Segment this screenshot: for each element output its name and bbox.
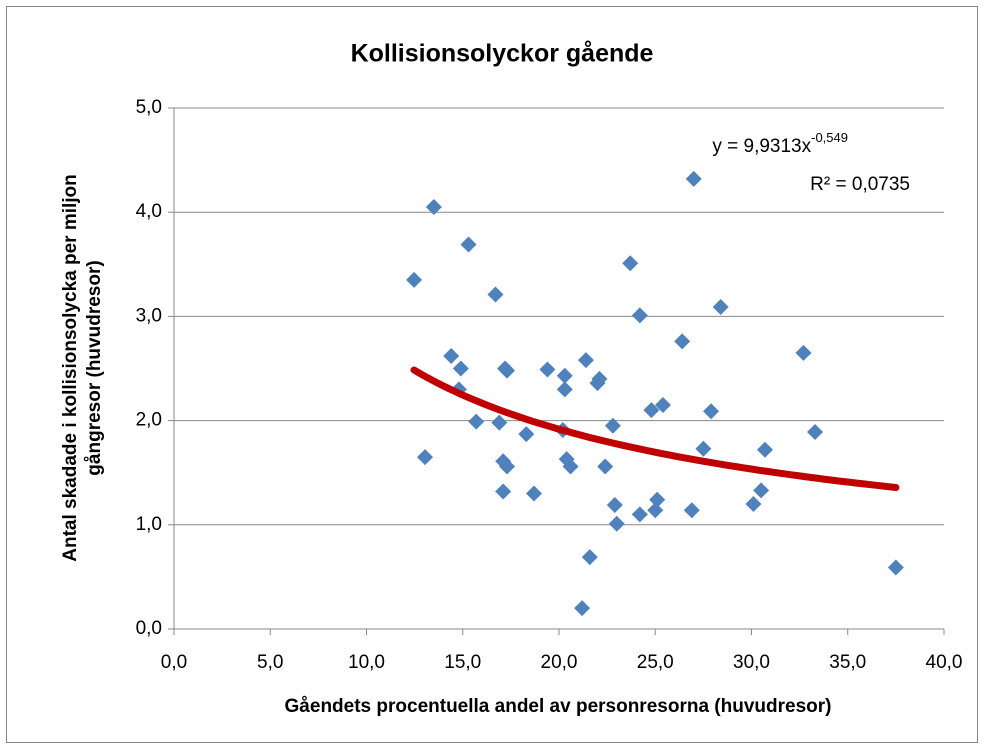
data-point (643, 402, 660, 419)
data-point (753, 482, 770, 499)
y-axis-title-line: gångresor (huvudresor) (84, 260, 105, 475)
data-point (556, 367, 573, 384)
data-point (674, 333, 691, 350)
x-tick-label: 5,0 (257, 652, 283, 673)
data-point (604, 417, 621, 434)
x-tick-label: 15,0 (444, 652, 481, 673)
data-point (443, 347, 460, 364)
equation-exponent: -0,549 (811, 130, 848, 145)
data-point (685, 170, 702, 187)
y-tick-label: 5,0 (136, 97, 162, 118)
data-point (887, 559, 904, 576)
data-point (468, 413, 485, 430)
x-tick-label: 0,0 (161, 652, 187, 673)
y-tick-label: 0,0 (136, 618, 162, 639)
data-point (756, 441, 773, 458)
data-point (577, 352, 594, 369)
data-point (606, 497, 623, 514)
data-point (518, 426, 535, 443)
data-point (608, 515, 625, 532)
data-point (460, 236, 477, 253)
chart-border (6, 6, 978, 743)
data-point (487, 286, 504, 303)
data-point (807, 424, 824, 441)
y-tick-label: 3,0 (136, 305, 162, 326)
data-point (417, 449, 434, 466)
data-point (525, 485, 542, 502)
data-point (695, 440, 712, 457)
y-tick-label: 2,0 (136, 410, 162, 431)
data-point (712, 299, 729, 316)
data-point (452, 360, 469, 377)
equation-text: y = 9,9313x (712, 136, 811, 157)
data-point (622, 255, 639, 272)
data-point (745, 495, 762, 512)
y-axis-title-line: Antal skadade i kollisionsolycka per mil… (60, 174, 81, 562)
data-point (562, 458, 579, 475)
data-point (539, 361, 556, 378)
r-squared: R² = 0,0735 (810, 174, 910, 195)
x-tick-label: 20,0 (541, 652, 578, 673)
data-point (574, 600, 591, 617)
data-point (597, 458, 614, 475)
data-point (654, 396, 671, 413)
x-tick-label: 25,0 (637, 652, 674, 673)
trendline (410, 366, 900, 491)
data-point (649, 491, 666, 508)
y-tick-label: 1,0 (136, 514, 162, 535)
data-point (581, 549, 598, 566)
data-point (495, 483, 512, 500)
data-point (491, 414, 508, 431)
data-point (425, 198, 442, 215)
data-point (631, 307, 648, 324)
data-point (406, 271, 423, 288)
x-tick-label: 30,0 (733, 652, 770, 673)
data-point (499, 458, 516, 475)
data-point (591, 370, 608, 387)
data-point (795, 344, 812, 361)
data-point (703, 403, 720, 420)
data-point (631, 506, 648, 523)
data-point (647, 502, 664, 519)
x-tick-label: 40,0 (926, 652, 963, 673)
x-tick-label: 10,0 (348, 652, 385, 673)
chart-title: Kollisionsolyckor gående (351, 40, 654, 68)
x-tick-label: 35,0 (829, 652, 866, 673)
trend-equation: y = 9,9313x-0,549 (712, 130, 848, 157)
data-point (499, 362, 516, 379)
data-point (556, 381, 573, 398)
y-axis-title: Antal skadade i kollisionsolycka per mil… (60, 174, 105, 562)
x-axis-title: Gåendets procentuella andel av personres… (285, 696, 832, 717)
data-point (683, 502, 700, 519)
y-tick-label: 4,0 (136, 201, 162, 222)
